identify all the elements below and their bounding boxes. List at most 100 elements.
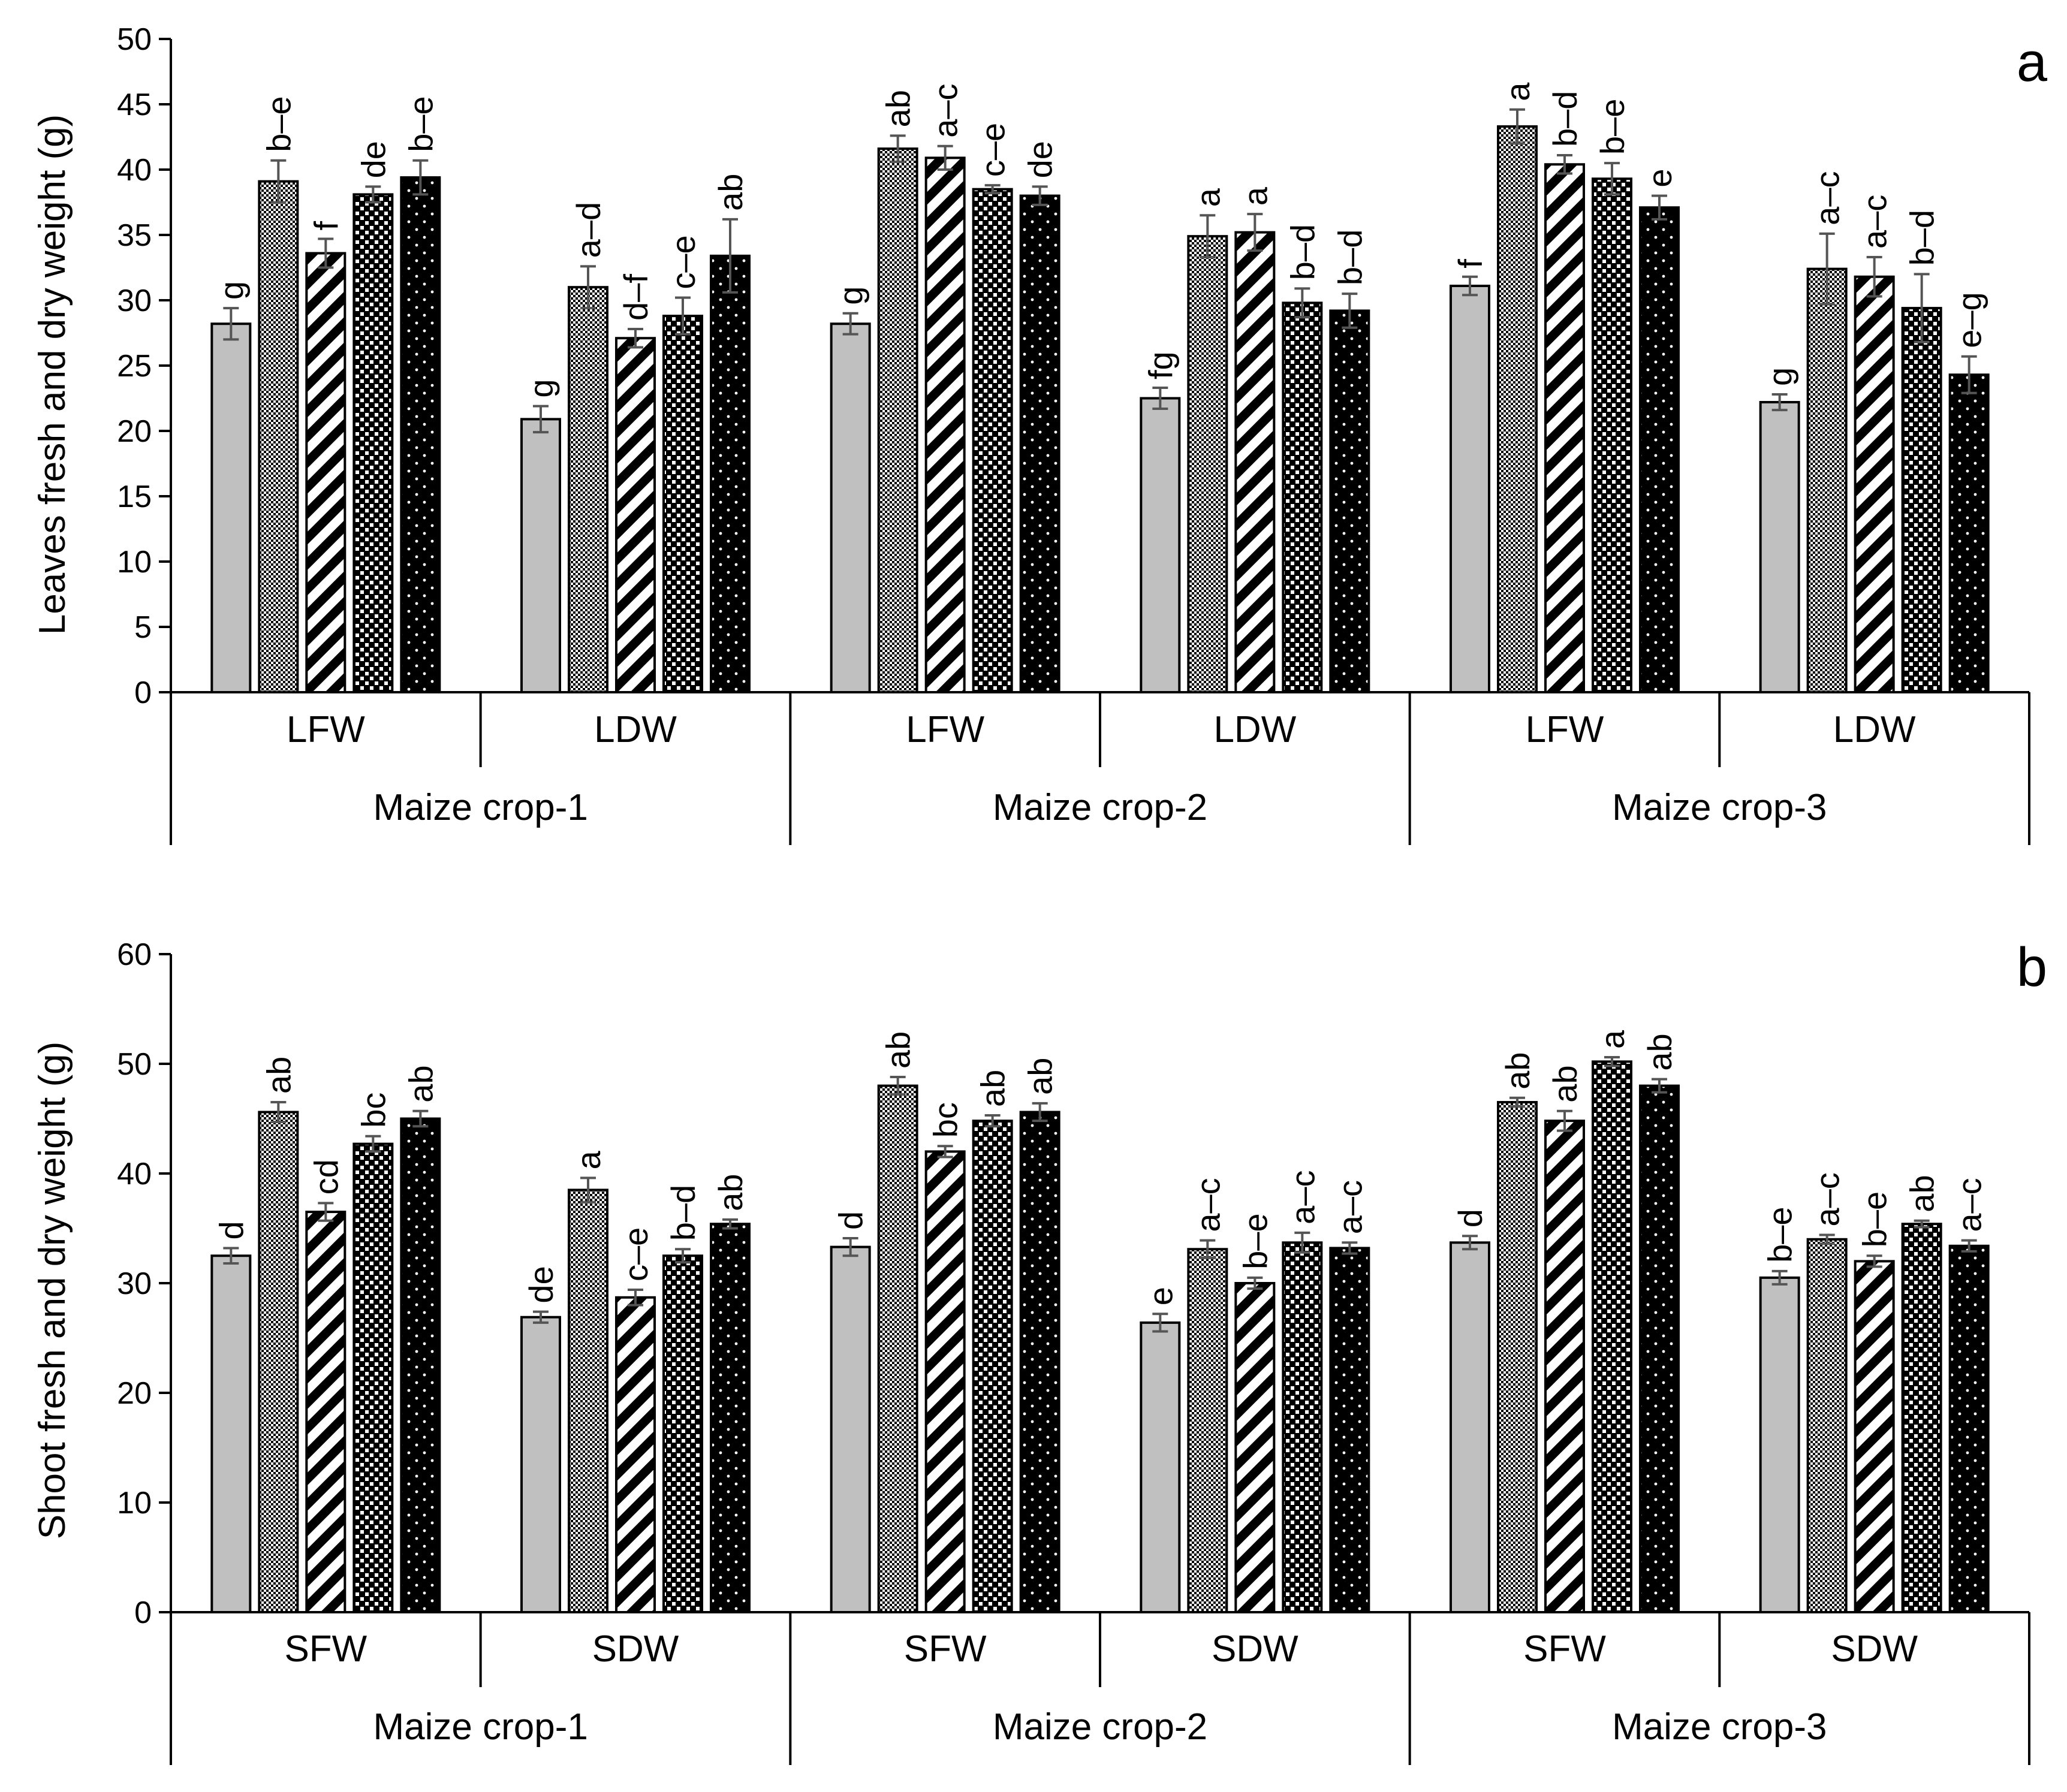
x-category-label: SDW: [592, 1628, 679, 1670]
bar: [1901, 307, 1942, 693]
significance-label: a–c: [1809, 1172, 1846, 1226]
bar: [972, 1120, 1013, 1614]
significance-label: e: [1141, 1287, 1179, 1305]
bar: [615, 1296, 656, 1614]
x-group-label: Maize crop-2: [993, 787, 1207, 828]
bar: [1140, 397, 1181, 693]
bar: [1019, 1111, 1060, 1613]
bar: [1234, 231, 1276, 693]
bar: [400, 176, 441, 693]
bar: [830, 1245, 871, 1614]
significance-label: a–d: [570, 202, 607, 258]
significance-label: b–d: [664, 1185, 702, 1241]
bar: [830, 322, 871, 693]
significance-label: de: [522, 1266, 560, 1303]
bar: [1329, 1247, 1370, 1613]
significance-label: b–e: [1593, 99, 1631, 155]
significance-label: ab: [402, 1065, 439, 1102]
y-tick-label: 40: [117, 1157, 152, 1191]
y-tick-label: 0: [134, 1595, 152, 1630]
x-category-label: LFW: [287, 709, 365, 750]
significance-label: c–e: [617, 1227, 655, 1281]
bar: [210, 322, 252, 693]
x-category-label: SFW: [1523, 1628, 1606, 1670]
y-tick-label: 50: [117, 1047, 152, 1082]
significance-label: bc: [927, 1102, 965, 1138]
bar: [1544, 163, 1585, 693]
bar: [972, 188, 1013, 693]
significance-label: a: [1499, 82, 1536, 101]
significance-label: c–e: [974, 123, 1012, 177]
y-tick-label: 50: [117, 22, 152, 57]
y-tick-label: 25: [117, 349, 152, 384]
y-tick-label: 10: [117, 1486, 152, 1521]
y-tick-label: 5: [134, 610, 152, 645]
bar: [305, 252, 346, 693]
significance-label: de: [354, 141, 392, 178]
panel-a-chart: a Leaves fresh and dry weight (g) 0 5 10 15…: [32, 22, 2048, 845]
bar: [1806, 267, 1848, 693]
significance-label: ab: [1903, 1175, 1941, 1212]
x-group-label: Maize crop-1: [373, 1706, 587, 1748]
significance-label: ab: [1022, 1058, 1059, 1095]
bar: [568, 1188, 608, 1613]
bar: [1450, 1241, 1490, 1614]
panel-b-chart: b Shoot fresh and dry weight (g) 0 10 20 30…: [32, 937, 2047, 1765]
significance-label: d: [212, 1221, 250, 1239]
bar: [568, 286, 608, 693]
significance-label: a–c: [1951, 1178, 1988, 1232]
x-group-label: Maize crop-2: [993, 1706, 1207, 1748]
significance-label: ab: [974, 1070, 1012, 1107]
y-tick-label: 10: [117, 545, 152, 580]
significance-label: d: [1451, 1209, 1489, 1227]
significance-label: b–e: [1761, 1206, 1799, 1262]
y-tick-label: 30: [117, 1266, 152, 1301]
bar: [877, 147, 918, 693]
significance-label: bc: [354, 1093, 392, 1128]
significance-label: a–c: [1809, 171, 1846, 225]
significance-label: g: [832, 286, 870, 305]
significance-label: ab: [1641, 1033, 1679, 1070]
bar: [1187, 1248, 1228, 1613]
y-tick-label: 30: [117, 283, 152, 318]
significance-label: b–d: [1903, 210, 1941, 266]
significance-label: b–d: [1331, 230, 1369, 285]
bar: [1497, 1101, 1538, 1614]
significance-label: a–c: [1331, 1180, 1369, 1234]
significance-label: fg: [1141, 351, 1179, 379]
panel-a-letter: a: [2017, 32, 2048, 93]
bar: [1901, 1223, 1942, 1614]
bar: [1544, 1120, 1585, 1614]
significance-label: d: [832, 1211, 870, 1230]
bar: [1497, 125, 1538, 693]
bar: [1806, 1238, 1848, 1614]
bar: [520, 418, 561, 693]
bar: [1282, 1241, 1323, 1614]
bar: [1282, 301, 1323, 693]
x-category-label: SFW: [284, 1628, 367, 1670]
y-tick-label: 20: [117, 414, 152, 449]
y-tick-label: 20: [117, 1376, 152, 1411]
significance-label: e–g: [1951, 292, 1988, 348]
panel-b-letter: b: [2017, 937, 2047, 998]
bar: [710, 254, 751, 693]
bar: [1639, 1084, 1680, 1613]
significance-label: c–e: [664, 235, 702, 289]
bar: [924, 1150, 966, 1613]
significance-label: ab: [260, 1057, 297, 1094]
bar: [1592, 177, 1632, 693]
significance-label: ab: [879, 1031, 917, 1069]
x-category-label: LFW: [906, 709, 984, 750]
bar: [1948, 373, 1990, 693]
significance-label: ab: [1499, 1052, 1536, 1089]
significance-label: e: [1641, 168, 1679, 187]
bar: [662, 1254, 703, 1613]
x-category-label: SFW: [904, 1628, 987, 1670]
y-tick-label: 0: [134, 675, 152, 710]
x-group-label: Maize crop-1: [373, 787, 587, 828]
significance-label: ab: [879, 90, 917, 127]
significance-label: b–e: [402, 96, 439, 152]
significance-label: a–c: [1856, 195, 1894, 249]
bar: [1639, 206, 1680, 694]
